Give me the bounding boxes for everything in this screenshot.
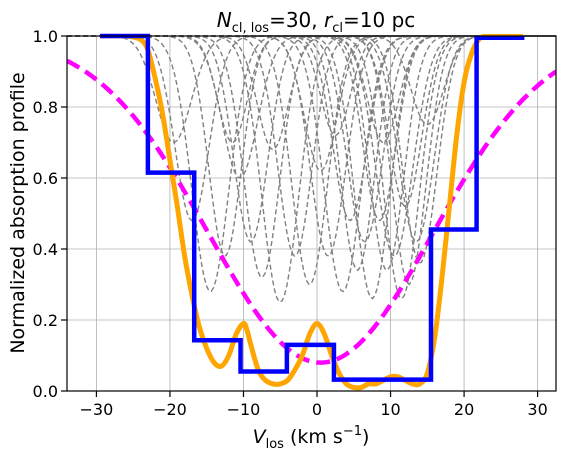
x-axis-ticks: −30 −20 −10 0 10 20 30 [80, 391, 548, 419]
orange-total-profile [100, 34, 523, 391]
y-tick-label: 1.0 [33, 27, 58, 46]
x-label-symbol: V [253, 426, 268, 448]
x-label-unit-close: ) [362, 426, 369, 448]
plot-frame [66, 35, 557, 392]
x-label-exponent: −1 [343, 424, 362, 439]
magenta-dashed-line [67, 58, 556, 365]
x-tick-label: 30 [527, 400, 547, 419]
title-n-symbol: N [217, 8, 232, 32]
y-tick-label: 0.2 [33, 311, 58, 330]
x-tick-label: 10 [380, 400, 400, 419]
gray-component-line [67, 35, 556, 257]
gray-component-line [67, 35, 556, 293]
gray-component-line [67, 35, 556, 304]
gray-component-line [67, 35, 556, 257]
x-tick-label: −30 [80, 400, 114, 419]
gray-component-line [67, 35, 556, 243]
orange-solid-line [100, 34, 523, 391]
x-tick-label: −10 [227, 400, 261, 419]
gray-component-line [67, 35, 556, 286]
x-label-unit: (km s [284, 426, 343, 448]
title-r-value: =10 pc [343, 8, 415, 32]
chart-title: Ncl, los=30, rcl=10 pc [217, 8, 416, 36]
magenta-gaussian-profile [67, 58, 556, 365]
y-axis-label: Normalized absorption profile [7, 72, 29, 353]
x-axis-label: Vlos (km s−1) [253, 424, 370, 452]
x-tick-label: 0 [312, 400, 322, 419]
gray-component-profiles [67, 35, 556, 304]
y-tick-label: 0.0 [33, 382, 58, 401]
gray-component-line [67, 35, 556, 144]
plot-area [66, 33, 557, 392]
blue-step-line [100, 33, 525, 382]
gray-component-line [67, 35, 556, 144]
y-tick-label: 0.4 [33, 240, 58, 259]
gray-component-line [67, 35, 556, 279]
title-r-subscript: cl [332, 21, 343, 36]
y-tick-label: 0.6 [33, 169, 58, 188]
gray-component-line [67, 35, 556, 243]
title-r-symbol: r [324, 8, 334, 32]
gray-component-line [67, 35, 556, 293]
blue-binned-profile [100, 33, 525, 382]
gray-component-line [67, 35, 556, 257]
title-n-subscript: cl, los [232, 21, 270, 36]
grid-lines [67, 35, 556, 392]
gray-component-line [67, 35, 556, 144]
x-label-subscript: los [266, 437, 285, 452]
y-axis-ticks: 0.0 0.2 0.4 0.6 0.8 1.0 [33, 27, 67, 401]
gray-component-line [67, 35, 556, 286]
x-tick-label: −20 [153, 400, 187, 419]
y-tick-label: 0.8 [33, 98, 58, 117]
title-n-value: =30, [269, 8, 324, 32]
gray-component-line [67, 35, 556, 257]
x-tick-label: 20 [454, 400, 474, 419]
gray-component-line [67, 35, 556, 243]
